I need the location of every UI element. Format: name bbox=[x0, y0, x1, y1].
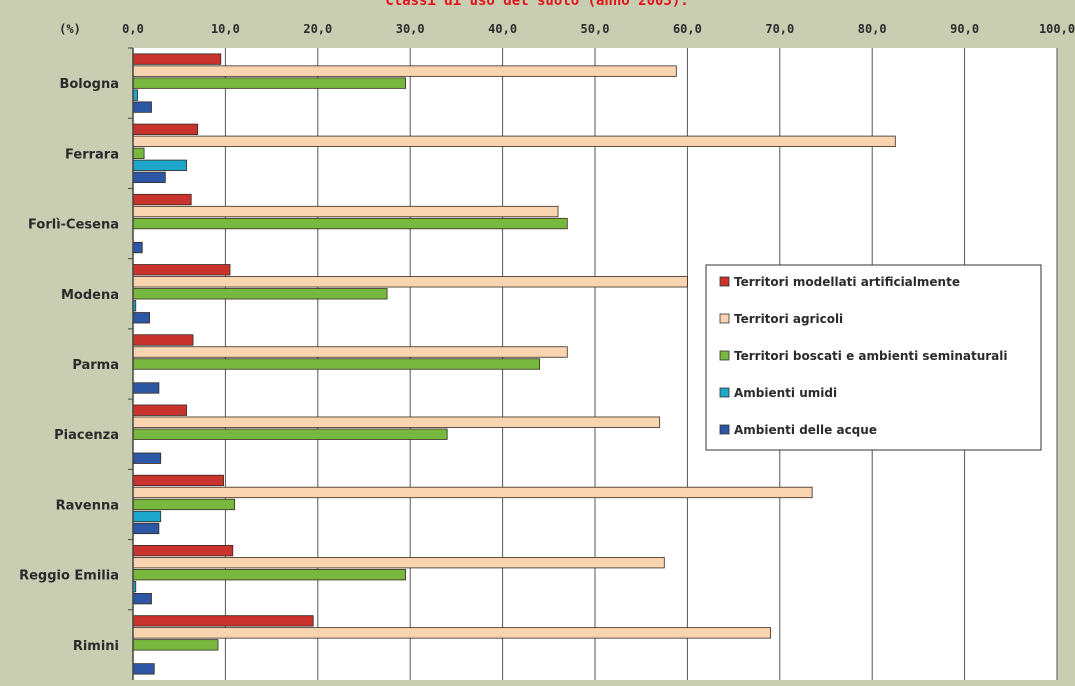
x-tick-label: 0,0 bbox=[122, 22, 144, 36]
bar bbox=[132, 382, 160, 394]
bar bbox=[132, 545, 234, 557]
bar bbox=[132, 498, 236, 511]
bar bbox=[132, 264, 231, 276]
legend-swatch bbox=[719, 387, 730, 398]
bar bbox=[132, 77, 406, 89]
category-label: Ravenna bbox=[56, 498, 119, 513]
bar bbox=[132, 416, 661, 428]
bar bbox=[132, 627, 771, 639]
bar bbox=[132, 288, 388, 300]
legend-label: Territori boscati e ambienti seminatural… bbox=[734, 349, 1007, 363]
bar bbox=[132, 615, 314, 627]
title-banner bbox=[0, 0, 1075, 9]
bar bbox=[132, 276, 688, 288]
bar bbox=[132, 639, 219, 651]
bar bbox=[132, 159, 187, 171]
legend-swatch bbox=[719, 424, 730, 435]
bar bbox=[132, 346, 568, 358]
bar bbox=[132, 663, 155, 675]
x-tick-label: 10,0 bbox=[211, 22, 240, 36]
legend-swatch bbox=[719, 313, 730, 324]
bar bbox=[132, 312, 151, 324]
bar bbox=[132, 334, 194, 346]
chart-title: Classi di uso del suolo (anno 2003). bbox=[385, 0, 688, 9]
legend-swatch bbox=[719, 276, 730, 287]
x-tick-label: 90,0 bbox=[950, 22, 979, 36]
x-tick-label: 50,0 bbox=[581, 22, 610, 36]
bar bbox=[132, 193, 192, 206]
bar bbox=[132, 65, 677, 77]
bar bbox=[132, 452, 162, 464]
bar bbox=[132, 205, 559, 218]
bar bbox=[132, 428, 448, 440]
bar bbox=[132, 135, 896, 147]
category-label: Modena bbox=[61, 288, 119, 303]
category-label: Rimini bbox=[73, 639, 119, 654]
legend-label: Ambienti umidi bbox=[734, 386, 837, 400]
bar bbox=[132, 557, 665, 569]
x-tick-label: 70,0 bbox=[765, 22, 794, 36]
legend-label: Ambienti delle acque bbox=[734, 423, 877, 437]
legend-swatch bbox=[719, 350, 730, 361]
category-label: Ferrara bbox=[65, 147, 119, 162]
bar bbox=[132, 53, 222, 65]
legend-label: Territori agricoli bbox=[734, 312, 843, 326]
bar bbox=[132, 217, 568, 230]
bar bbox=[132, 358, 540, 370]
category-label: Bologna bbox=[59, 77, 119, 92]
bar bbox=[132, 510, 162, 523]
bar bbox=[132, 241, 143, 254]
bar bbox=[132, 404, 187, 416]
x-tick-label: 30,0 bbox=[396, 22, 425, 36]
bar bbox=[132, 486, 813, 499]
legend-box bbox=[705, 264, 1042, 451]
category-label: Forlì-Cesena bbox=[28, 218, 119, 233]
x-tick-label: 20,0 bbox=[303, 22, 332, 36]
legend-label: Territori modellati artificialmente bbox=[734, 275, 960, 289]
x-tick-label: 40,0 bbox=[488, 22, 517, 36]
x-tick-label: 80,0 bbox=[858, 22, 887, 36]
x-tick-label: 100,0 bbox=[1039, 22, 1075, 36]
bar bbox=[132, 569, 406, 581]
bar bbox=[132, 171, 166, 183]
bar bbox=[132, 123, 199, 135]
category-label: Reggio Emilia bbox=[19, 569, 119, 584]
category-label: Parma bbox=[72, 358, 119, 373]
bar bbox=[132, 147, 145, 159]
category-label: Piacenza bbox=[54, 428, 119, 443]
bar bbox=[132, 101, 152, 113]
x-tick-label: 60,0 bbox=[673, 22, 702, 36]
bar bbox=[132, 593, 152, 605]
bar bbox=[132, 474, 224, 487]
bar bbox=[132, 522, 160, 535]
x-axis-label: (%) bbox=[59, 22, 81, 36]
